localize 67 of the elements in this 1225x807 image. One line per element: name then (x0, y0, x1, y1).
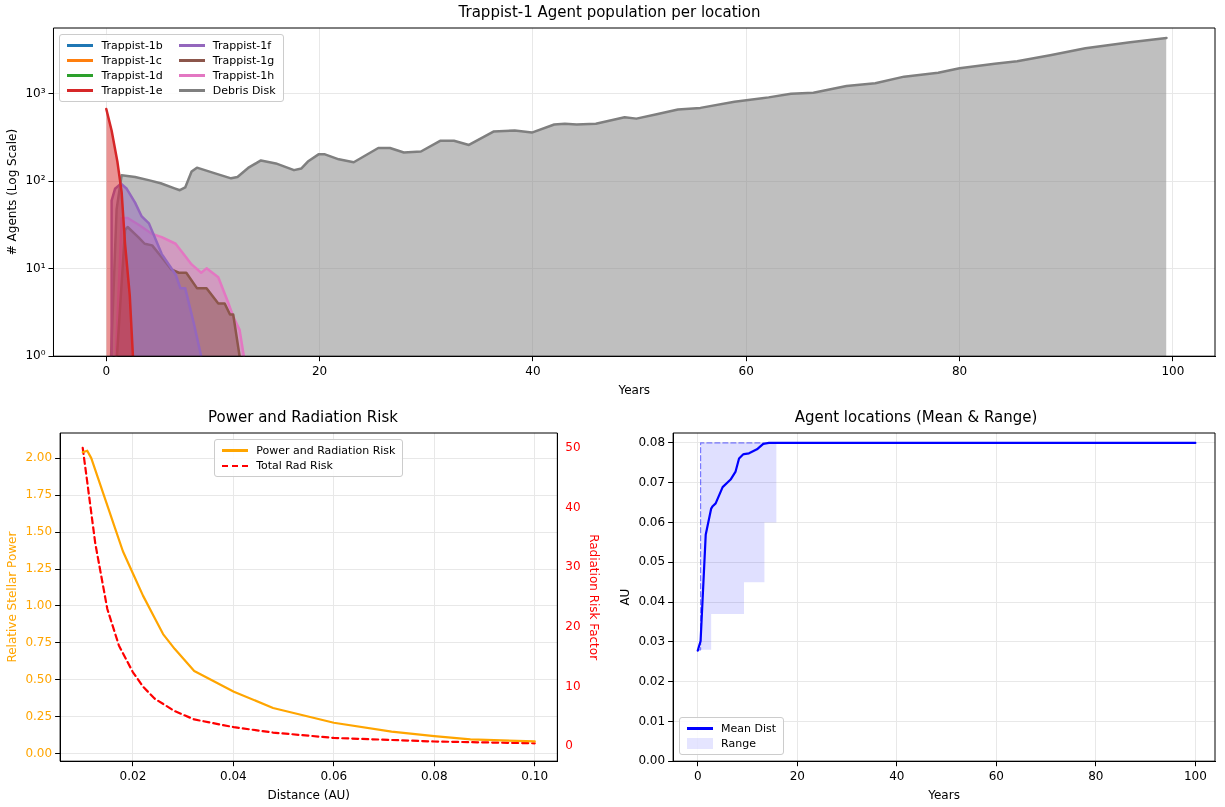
y-tick-label: 0.06 (638, 514, 666, 529)
legend-label: Trappist-1c (101, 54, 162, 67)
x-tick-label: 0.06 (320, 768, 348, 783)
x-axis-title: Distance (AU) (267, 787, 351, 802)
y-tick-label: 0.03 (638, 633, 666, 648)
chart-title: Power and Radiation Risk (208, 407, 399, 426)
legend-label: Power and Radiation Risk (256, 444, 396, 457)
y-tick-label: 2.00 (25, 450, 53, 465)
legend-label: Trappist-1g (212, 54, 275, 67)
x-tick-label: 40 (525, 363, 541, 378)
legend-label: Range (721, 737, 756, 751)
y2-axis-title: Radiation Risk Factor (586, 534, 601, 661)
y-tick-label: 0.50 (25, 672, 53, 687)
y2-tick-label: 50 (565, 440, 581, 455)
x-tick-label: 0 (693, 768, 702, 783)
legend-label: Trappist-1h (212, 69, 275, 82)
y2-tick-label: 0 (565, 738, 573, 753)
y2-tick-label: 30 (565, 559, 581, 574)
y-axis-title: Relative Stellar Power (5, 531, 20, 663)
y-tick-label: 10³ (25, 85, 46, 100)
x-tick-label: 0 (102, 363, 111, 378)
x-tick-label: 100 (1161, 363, 1185, 378)
x-tick-label: 60 (988, 768, 1004, 783)
legend-label: Mean Dist (721, 722, 777, 736)
legend-label: Total Rad Risk (256, 459, 333, 472)
x-tick-label: 40 (889, 768, 905, 783)
y-tick-label: 0.07 (638, 474, 666, 489)
x-tick-label: 0.04 (220, 768, 247, 783)
y-tick-label: 1.00 (25, 598, 53, 613)
y-tick-label: 0.01 (638, 713, 666, 728)
x-tick-label: 20 (789, 768, 805, 783)
y-tick-label: 1.75 (25, 487, 53, 502)
legend-label: Debris Disk (212, 84, 276, 97)
x-tick-label: 0.08 (420, 768, 448, 783)
y2-tick-label: 20 (565, 619, 581, 634)
x-tick-label: 20 (311, 363, 328, 378)
y-axis-title: AU (618, 588, 633, 606)
x-axis-title: Years (927, 787, 960, 802)
legend-label: Trappist-1f (212, 39, 272, 52)
y-tick-label: 10⁰ (25, 348, 46, 363)
y-axis-title: # Agents (Log Scale) (5, 128, 20, 256)
chart-title: Trappist-1 Agent population per location (457, 2, 761, 21)
y-tick-label: 0.08 (638, 435, 666, 450)
x-tick-label: 100 (1183, 768, 1207, 783)
y-tick-label: 10¹ (25, 260, 46, 275)
x-tick-label: 60 (738, 363, 754, 378)
x-tick-label: 0.02 (119, 768, 147, 783)
y-tick-label: 0.04 (638, 594, 666, 609)
y2-tick-label: 40 (565, 499, 581, 514)
y-tick-label: 0.05 (638, 554, 666, 569)
legend-label: Trappist-1e (101, 84, 163, 97)
y-tick-label: 1.50 (25, 524, 53, 539)
y-tick-label: 0.75 (25, 635, 53, 650)
y2-tick-label: 10 (565, 678, 581, 693)
y-tick-label: 0.02 (638, 673, 666, 688)
x-tick-label: 80 (951, 363, 968, 378)
x-axis-title: Years (617, 382, 651, 397)
y-tick-label: 0.00 (25, 745, 53, 760)
y-tick-label: 1.25 (25, 561, 53, 576)
y-tick-label: 10² (25, 173, 46, 188)
legend-label: Trappist-1d (101, 69, 163, 82)
x-tick-label: 0.10 (521, 768, 549, 783)
chart-title: Agent locations (Mean & Range) (794, 407, 1038, 426)
legend-label: Trappist-1b (101, 39, 163, 52)
x-tick-label: 80 (1088, 768, 1104, 783)
y-tick-label: 0.25 (25, 708, 53, 723)
y-tick-label: 0.00 (638, 753, 666, 768)
